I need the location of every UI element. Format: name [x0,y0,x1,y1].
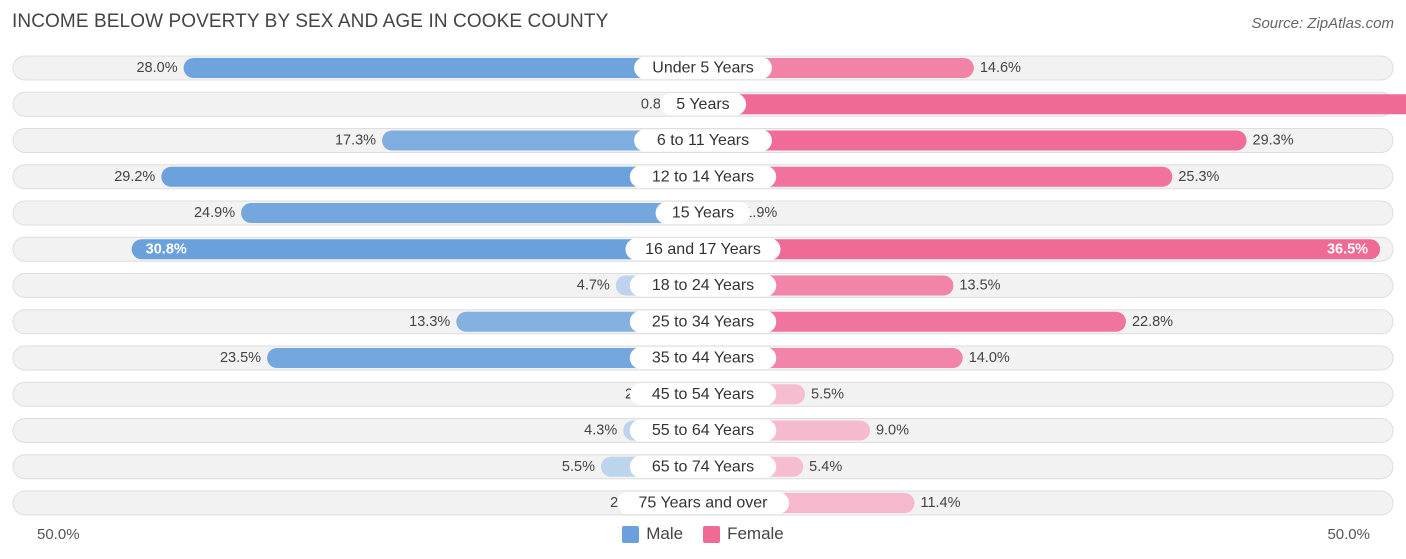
female-value-16-and-17-years: 36.5% [1327,241,1368,257]
category-pill-18-to-24-years [629,274,777,297]
male-value-6-to-11-years: 17.3% [335,133,376,149]
male-bar-35-to-44-years [267,348,713,368]
category-pill-15-years [655,202,751,224]
category-pill-25-to-34-years [629,310,777,333]
category-label-16-and-17-years: 16 and 17 Years [645,241,761,258]
chart-canvas: 28.0%14.6%Under 5 Years0.81%41.3%5 Years… [12,55,1406,516]
category-label-65-to-74-years: 65 to 74 Years [652,458,754,475]
female-value-35-to-44-years: 14.0% [969,350,1010,366]
category-label-15-years: 15 Years [672,205,734,222]
category-label-18-to-24-years: 18 to 24 Years [652,277,754,294]
female-bar-5-years [693,94,1406,115]
female-value-15-years: 1.9% [744,205,777,221]
category-label-45-to-54-years: 45 to 54 Years [652,386,754,403]
category-pill-35-to-44-years [629,347,777,369]
legend-label-female: Female [727,524,784,543]
category-label-35-to-44-years: 35 to 44 Years [652,350,754,367]
female-value-18-to-24-years: 13.5% [959,278,1000,294]
category-pill-75-years-and-over [616,492,790,514]
category-pill-5-years [659,93,747,116]
axis-min-label: 50.0% [37,526,80,543]
female-value-45-to-54-years: 5.5% [811,386,844,402]
male-value-25-to-34-years: 13.3% [409,314,450,330]
category-label-5-years: 5 Years [676,96,729,113]
female-bar-25-to-34-years [693,311,1126,332]
category-pill-under-5-years [634,57,772,79]
female-value-under-5-years: 14.6% [980,60,1021,76]
male-bar-16-and-17-years [131,239,713,260]
male-bar-12-to-14-years [161,166,714,187]
category-pill-16-and-17-years [625,238,781,261]
legend-label-male: Male [646,524,684,543]
source-label: Source: ZipAtlas.com [1251,15,1394,32]
male-value-under-5-years: 28.0% [136,60,177,76]
female-value-12-to-14-years: 25.3% [1178,169,1219,185]
female-bar-6-to-11-years [693,130,1247,151]
category-label-6-to-11-years: 6 to 11 Years [657,132,749,149]
female-bar-12-to-14-years [693,166,1173,187]
male-value-35-to-44-years: 23.5% [220,350,261,366]
legend-item-male[interactable]: Male [622,524,683,544]
female-value-6-to-11-years: 29.3% [1253,133,1294,149]
male-bar-15-years [241,203,714,223]
chart-title: INCOME BELOW POVERTY BY SEX AND AGE IN C… [12,11,609,32]
female-value-25-to-34-years: 22.8% [1132,314,1173,330]
category-label-75-years-and-over: 75 Years and over [639,495,769,512]
legend: Male Female [0,524,1406,544]
female-value-65-to-74-years: 5.4% [809,459,842,475]
male-value-18-to-24-years: 4.7% [577,278,610,294]
male-bar-6-to-11-years [382,130,713,151]
category-label-55-to-64-years: 55 to 64 Years [652,422,754,439]
legend-swatch-male [622,525,640,543]
female-value-75-years-and-over: 11.4% [920,495,960,511]
male-value-15-years: 24.9% [194,205,235,221]
category-pill-55-to-64-years [629,419,777,442]
category-pill-6-to-11-years [634,129,772,152]
male-value-12-to-14-years: 29.2% [114,169,155,185]
category-pill-65-to-74-years [629,455,777,478]
male-value-65-to-74-years: 5.5% [562,459,595,475]
female-bar-16-and-17-years [693,239,1381,260]
legend-item-female[interactable]: Female [703,524,784,544]
axis-max-label: 50.0% [1327,526,1370,543]
female-value-55-to-64-years: 9.0% [876,423,909,439]
male-bar-under-5-years [183,58,714,78]
male-value-16-and-17-years: 30.8% [146,241,187,257]
category-label-12-to-14-years: 12 to 14 Years [652,168,754,185]
category-label-25-to-34-years: 25 to 34 Years [652,313,754,330]
male-value-55-to-64-years: 4.3% [584,423,617,439]
category-label-under-5-years: Under 5 Years [652,60,753,77]
category-pill-12-to-14-years [629,165,777,188]
legend-swatch-female [703,525,721,543]
category-pill-45-to-54-years [629,383,777,406]
